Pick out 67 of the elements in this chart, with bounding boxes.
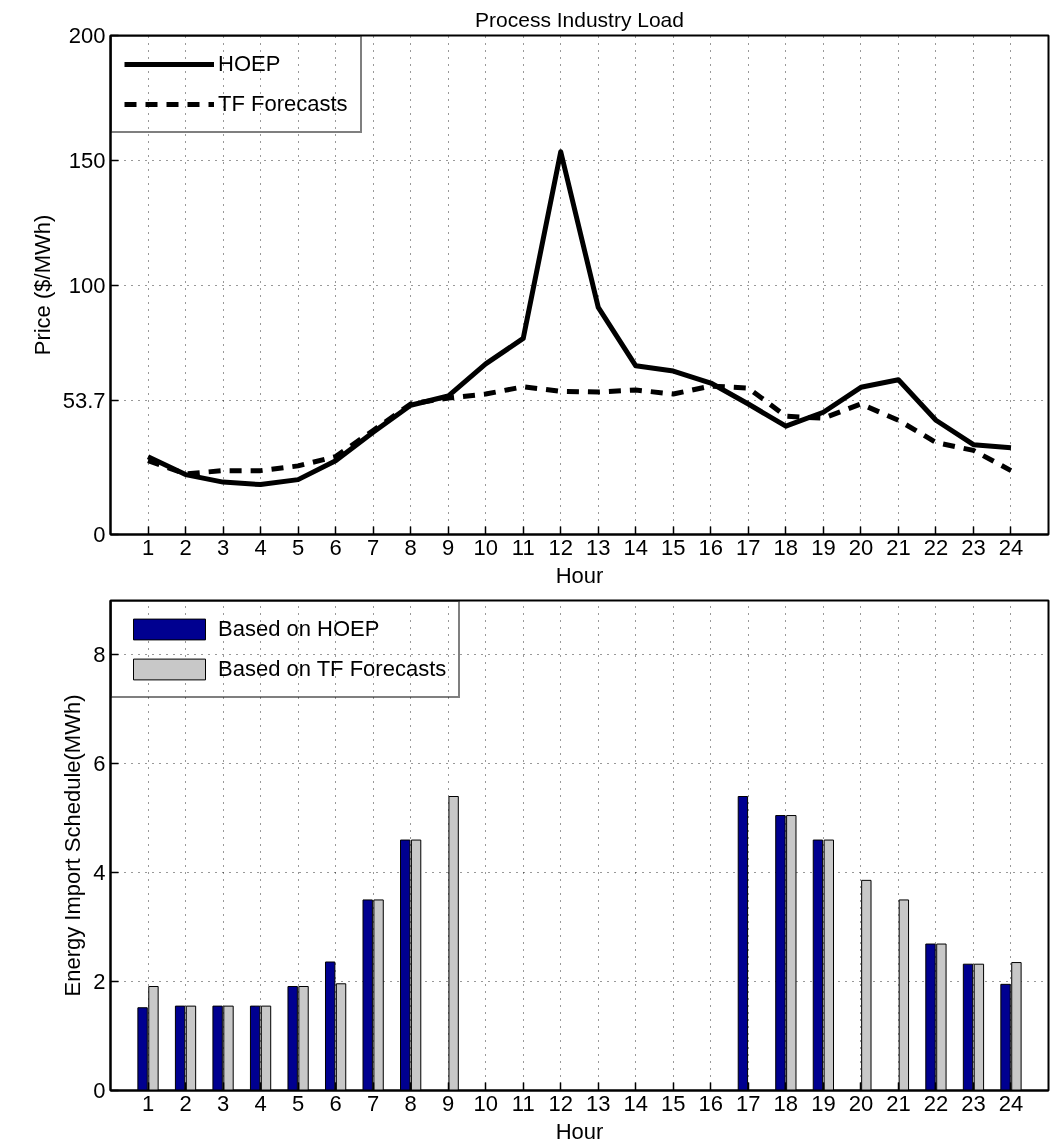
y-axis-title: Price ($/MWh)	[29, 214, 55, 356]
x-tick-label: 18	[773, 1090, 799, 1116]
legend-label: HOEP	[218, 50, 281, 78]
x-tick-label: 3	[216, 1090, 230, 1116]
x-tick-label: 13	[586, 1090, 611, 1116]
x-tick-label: 8	[404, 534, 417, 560]
x-tick-label: 14	[623, 534, 649, 560]
x-tick-label: 4	[254, 1090, 267, 1116]
x-tick-label: 11	[511, 1090, 535, 1116]
x-tick-label: 10	[473, 534, 498, 560]
y-tick-label: 4	[93, 860, 106, 886]
x-axis-title: Hour	[555, 562, 604, 588]
x-tick-label: 22	[923, 534, 949, 560]
x-tick-label: 13	[586, 534, 611, 560]
y-tick-label: 100	[68, 272, 106, 298]
x-tick-label: 10	[473, 1090, 498, 1116]
x-tick-label: 21	[886, 534, 911, 560]
legend-label: TF Forecasts	[218, 90, 348, 118]
x-tick-label: 1	[141, 534, 155, 560]
x-tick-label: 18	[773, 534, 799, 560]
chart-title: Process Industry Load	[475, 7, 684, 31]
x-tick-label: 12	[548, 534, 573, 560]
x-tick-label: 17	[736, 1090, 761, 1116]
x-tick-label: 16	[698, 1090, 724, 1116]
x-axis-title: Hour	[555, 1118, 604, 1144]
x-tick-label: 7	[367, 1090, 380, 1116]
x-tick-label: 14	[623, 1090, 649, 1116]
y-tick-label: 200	[68, 23, 106, 48]
x-tick-label: 11	[511, 534, 535, 560]
x-tick-label: 6	[329, 1090, 342, 1116]
x-tick-label: 3	[216, 534, 230, 560]
x-tick-label: 23	[961, 1090, 986, 1116]
x-tick-label: 15	[661, 534, 686, 560]
y-tick-label: 53.7	[62, 388, 106, 414]
x-tick-label: 8	[404, 1090, 417, 1116]
x-tick-label: 12	[548, 1090, 573, 1116]
x-tick-label: 16	[698, 534, 724, 560]
x-tick-label: 15	[661, 1090, 686, 1116]
x-tick-label: 23	[961, 534, 986, 560]
x-tick-label: 19	[811, 1090, 836, 1116]
x-tick-label: 22	[923, 1090, 949, 1116]
x-tick-label: 1	[141, 1090, 155, 1116]
x-tick-label: 5	[291, 534, 305, 560]
x-tick-label: 20	[848, 1090, 874, 1116]
x-tick-label: 24	[998, 534, 1024, 560]
x-tick-label: 2	[179, 1090, 192, 1116]
y-tick-label: 150	[68, 147, 106, 173]
legend-label: Based on TF Forecasts	[218, 655, 447, 683]
y-axis-title: Energy Import Schedule(MWh)	[60, 694, 86, 997]
legend-label: Based on HOEP	[218, 615, 380, 643]
x-tick-label: 5	[291, 1090, 305, 1116]
x-tick-label: 19	[811, 534, 836, 560]
y-tick-label: 0	[93, 522, 106, 547]
x-tick-label: 9	[442, 1090, 455, 1116]
x-tick-label: 24	[998, 1090, 1024, 1116]
x-tick-label: 17	[736, 534, 761, 560]
y-tick-label: 6	[93, 751, 106, 777]
x-tick-label: 9	[442, 534, 455, 560]
x-tick-label: 2	[179, 534, 192, 560]
x-tick-label: 21	[886, 1090, 911, 1116]
y-tick-label: 2	[93, 969, 106, 995]
x-tick-label: 7	[367, 534, 380, 560]
y-tick-label: 8	[93, 642, 106, 668]
y-tick-label: 0	[93, 1078, 106, 1103]
x-tick-label: 6	[329, 534, 342, 560]
x-tick-label: 20	[848, 534, 874, 560]
x-tick-label: 4	[254, 534, 267, 560]
